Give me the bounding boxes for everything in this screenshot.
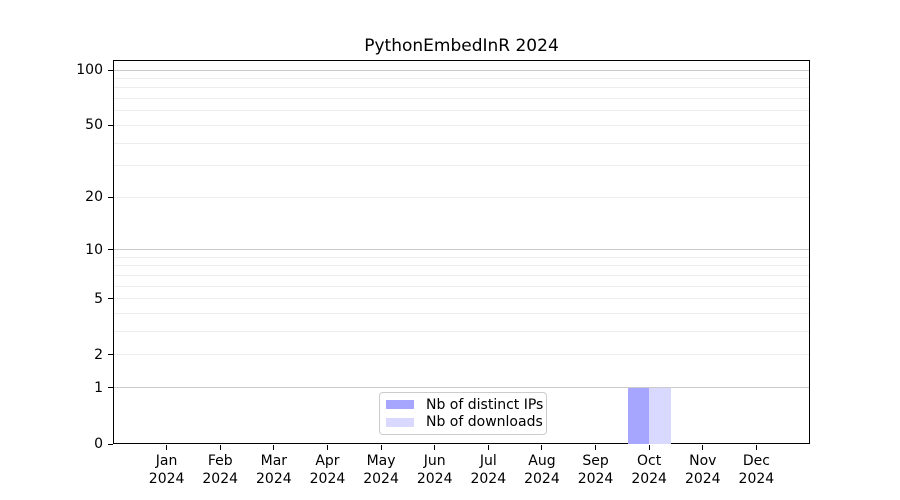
y-axis-tick (108, 196, 113, 198)
x-label-year: 2024 (256, 470, 292, 487)
x-label-month: Feb (207, 453, 233, 469)
y-axis-tick (108, 124, 113, 126)
x-axis-tick-label: Jan 2024 (149, 453, 185, 488)
x-label-month: Mar (260, 453, 288, 469)
y-axis-tick (108, 69, 113, 71)
legend-item-distinct-ips: Nb of distinct IPs (386, 396, 543, 414)
x-axis-tick-label: Nov 2024 (685, 453, 721, 488)
y-axis-tick (108, 249, 113, 251)
x-label-year: 2024 (738, 470, 775, 487)
x-axis-tick (219, 445, 221, 450)
gridline-minor (114, 313, 809, 315)
y-axis-tick (108, 387, 113, 389)
x-axis-tick (326, 445, 328, 450)
x-label-month: Jun (423, 453, 446, 469)
y-axis-tick-label: 100 (76, 62, 103, 78)
x-label-month: Dec (742, 453, 770, 469)
gridline-minor (114, 165, 809, 167)
bar-nb-of-distinct-ips-oct (627, 387, 650, 444)
gridline-major (114, 387, 809, 389)
gridline-minor (114, 110, 809, 112)
gridline-minor (114, 196, 809, 198)
y-axis-tick-label: 20 (85, 189, 103, 206)
x-axis-tick (541, 445, 543, 450)
gridline-major (114, 249, 809, 251)
x-label-year: 2024 (416, 470, 453, 487)
x-axis-tick (166, 445, 168, 450)
x-axis-tick-label: Feb 2024 (202, 453, 238, 488)
x-axis-tick (434, 445, 436, 450)
x-label-month: Sep (582, 453, 609, 469)
legend: Nb of distinct IPs Nb of downloads (379, 392, 547, 435)
x-label-month: Nov (689, 453, 717, 469)
plot-area (113, 60, 810, 444)
x-axis-tick (273, 445, 275, 450)
gridline-minor (114, 331, 809, 333)
gridline-minor (114, 354, 809, 356)
x-label-year: 2024 (577, 470, 614, 487)
x-label-year: 2024 (470, 470, 507, 487)
legend-item-downloads: Nb of downloads (386, 414, 543, 432)
x-axis-tick-label: Jun 2024 (417, 453, 453, 488)
legend-label-downloads: Nb of downloads (426, 414, 543, 431)
y-axis-tick-label: 50 (85, 117, 103, 134)
y-axis-tick-label: 2 (94, 346, 103, 363)
x-label-year: 2024 (202, 470, 239, 487)
y-axis-tick-label: 10 (85, 241, 103, 258)
x-label-month: Jan (155, 453, 178, 469)
gridline-minor (114, 124, 809, 126)
gridline-minor (114, 87, 809, 89)
y-axis-tick (108, 298, 113, 300)
x-label-month: Aug (528, 453, 556, 469)
x-label-year: 2024 (631, 470, 667, 487)
x-axis-tick-label: Mar 2024 (256, 453, 292, 488)
x-axis-tick-label: Oct 2024 (631, 453, 667, 488)
gridline-minor (114, 77, 809, 79)
x-axis-tick (595, 445, 597, 450)
y-axis-tick (108, 354, 113, 356)
x-label-year: 2024 (524, 470, 560, 487)
x-axis-tick-label: Apr 2024 (310, 453, 346, 488)
y-axis-tick-label: 1 (94, 379, 103, 396)
x-label-month: May (366, 453, 396, 469)
gridline-minor (114, 285, 809, 287)
gridline-minor (114, 298, 809, 300)
x-label-year: 2024 (309, 470, 346, 487)
x-axis-tick (702, 445, 704, 450)
legend-swatch-downloads (386, 417, 414, 427)
x-axis-tick-label: Jul 2024 (470, 453, 506, 488)
x-label-year: 2024 (684, 470, 721, 487)
bar-nb-of-downloads-oct (649, 387, 671, 444)
gridline-minor (114, 274, 809, 276)
gridline-major (114, 69, 809, 71)
x-label-year: 2024 (363, 470, 399, 487)
x-label-year: 2024 (148, 470, 185, 487)
gridline-minor (114, 265, 809, 267)
chart-title: PythonEmbedInR 2024 (364, 36, 559, 56)
x-axis-tick-label: May 2024 (363, 453, 399, 488)
y-axis-tick-label: 0 (94, 436, 103, 452)
x-axis-tick-label: Sep 2024 (578, 453, 614, 488)
x-label-month: Oct (637, 453, 662, 469)
x-axis-tick-label: Aug 2024 (524, 453, 560, 488)
x-axis-tick (487, 445, 489, 450)
y-axis-tick-label: 5 (94, 290, 103, 307)
gridline-minor (114, 256, 809, 258)
x-label-month: Apr (315, 453, 340, 469)
x-axis-tick (755, 445, 757, 450)
legend-label-distinct-ips: Nb of distinct IPs (426, 396, 544, 413)
gridline-minor (114, 142, 809, 144)
y-axis-tick (108, 443, 113, 445)
x-label-month: Jul (479, 453, 497, 469)
x-axis-tick (380, 445, 382, 450)
legend-swatch-distinct-ips (386, 400, 414, 410)
x-axis-tick (648, 445, 650, 450)
gridline-minor (114, 98, 809, 100)
x-axis-tick-label: Dec 2024 (739, 453, 775, 488)
